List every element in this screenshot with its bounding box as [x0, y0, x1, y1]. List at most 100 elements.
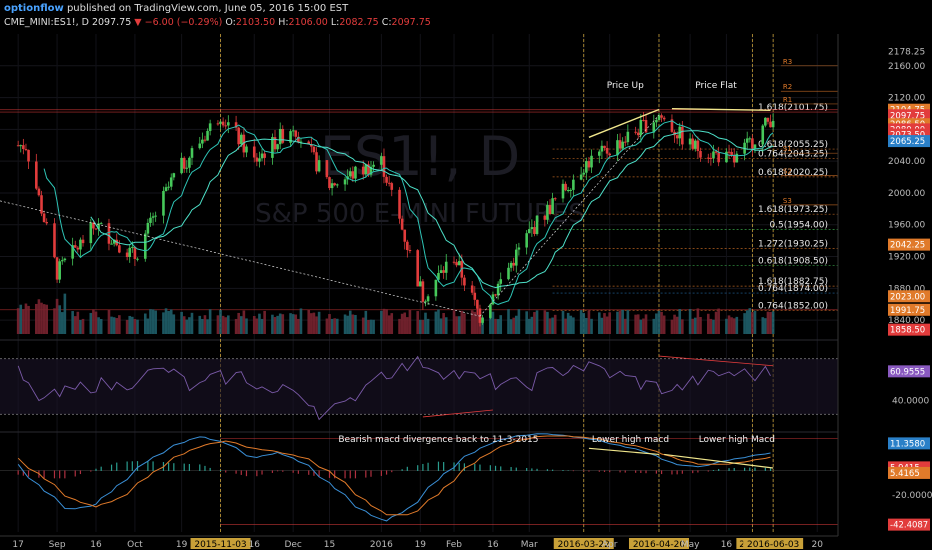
- macd-hist-154: [572, 470, 574, 472]
- candle-body-60: [234, 122, 238, 128]
- volume-bar-142: [530, 316, 534, 334]
- rsi-current: 60.9555: [890, 367, 925, 377]
- candle-body-113: [424, 301, 427, 303]
- volume-bar-31: [128, 315, 132, 334]
- candle-body-140: [525, 233, 528, 248]
- volume-bar-43: [169, 309, 173, 334]
- macd-hist-84: [318, 470, 320, 477]
- macd-hist-176: [655, 470, 657, 474]
- volume-bar-81: [310, 313, 313, 334]
- volume-bar-88: [333, 318, 336, 334]
- volume-bar-133: [496, 319, 500, 334]
- candle-body-94: [354, 166, 357, 179]
- volume-bar-208: [769, 311, 772, 334]
- volume-bar-195: [725, 318, 728, 334]
- macd-hist-48: [188, 464, 190, 471]
- fib-label-7: 0.618(1908.50): [758, 257, 828, 267]
- candle-body-161: [600, 145, 604, 152]
- macd-hist-112: [422, 463, 424, 471]
- time-tick-3: Oct: [127, 540, 143, 550]
- candle-body-135: [507, 267, 510, 280]
- volume-bar-108: [406, 317, 409, 334]
- candle-body-192: [712, 151, 715, 159]
- close-label: C:: [381, 17, 392, 28]
- volume-bar-20: [89, 312, 93, 334]
- candle-body-144: [535, 215, 539, 234]
- candle-body-145: [543, 215, 547, 220]
- volume-bar-91: [346, 315, 349, 334]
- macd-hist-130: [489, 465, 491, 471]
- open-value: 2103.50: [235, 17, 276, 28]
- volume-bar-117: [439, 318, 443, 334]
- candle-body-138: [514, 249, 518, 266]
- candle-body-175: [652, 122, 656, 133]
- volume-bar-143: [533, 312, 536, 334]
- volume-bar-62: [239, 316, 243, 334]
- volume-bar-77: [294, 314, 298, 334]
- volume-bar-18: [79, 319, 82, 334]
- time-tick-15: Apr: [602, 540, 618, 550]
- author-link[interactable]: optionflow: [4, 3, 64, 14]
- volume-bar-166: [618, 310, 622, 334]
- volume-bar-42: [167, 310, 170, 334]
- macd-hist-204: [754, 467, 756, 471]
- volume-bar-56: [219, 309, 222, 334]
- candle-body-56: [219, 121, 222, 124]
- volume-bar-66: [255, 318, 259, 334]
- macd-hist-92: [349, 470, 351, 479]
- candle-body-52: [203, 139, 207, 141]
- macd-hist-36: [147, 460, 149, 471]
- candle-body-98: [369, 166, 373, 175]
- candle-body-79: [299, 141, 303, 143]
- volume-bar-196: [727, 315, 731, 334]
- macd-hist-162: [603, 470, 606, 472]
- volume-bar-109: [408, 309, 412, 334]
- volume-bar-22: [94, 311, 98, 334]
- macd-hist-38: [152, 461, 154, 471]
- macd-hist-14: [64, 470, 66, 479]
- volume-bar-145: [543, 310, 547, 334]
- fib-label-3: 0.618(2020.25): [758, 168, 828, 178]
- low-value: 2082.75: [339, 17, 379, 28]
- volume-bar-123: [460, 310, 464, 334]
- macd-hist-144: [536, 468, 538, 471]
- volume-bar-70: [271, 314, 274, 334]
- volume-bar-116: [437, 309, 440, 334]
- candle-body-88: [333, 183, 336, 186]
- volume-bar-16: [73, 316, 77, 334]
- macd-hist-42: [168, 462, 170, 471]
- candle-body-107: [403, 229, 407, 242]
- candle-body-19: [81, 239, 85, 244]
- symbol-label[interactable]: CME_MINI:ES1!, D: [4, 17, 89, 28]
- volume-bar-199: [735, 316, 739, 334]
- volume-bar-169: [626, 310, 630, 334]
- candle-body-45: [180, 157, 183, 174]
- volume-bar-153: [569, 315, 573, 334]
- volume-bar-21: [92, 309, 95, 334]
- time-tick-14: 2016-03-22: [558, 540, 610, 550]
- volume-bar-165: [616, 311, 619, 334]
- fib-label-8: 1.618(1882.75): [758, 277, 828, 287]
- volume-bar-189: [699, 317, 702, 334]
- time-tick-6: 16: [249, 540, 261, 550]
- volume-bar-171: [636, 314, 640, 334]
- macd-tick-2: -20.0000: [892, 491, 932, 501]
- macd-hist-54: [209, 467, 211, 471]
- fib-label-5: 0.5(1954.00): [769, 221, 828, 231]
- candle-body-147: [548, 204, 552, 215]
- volume-bar-204: [753, 310, 757, 334]
- price-tick-5: 1960.00: [888, 221, 925, 231]
- candle-body-109: [408, 250, 412, 252]
- time-tick-10: 19: [415, 540, 427, 550]
- volume-bar-161: [600, 317, 604, 334]
- candle-body-177: [657, 115, 661, 121]
- macd-hist-30: [126, 461, 128, 471]
- candle-body-44: [172, 173, 176, 178]
- candle-body-129: [481, 317, 484, 323]
- macd-hist-158: [588, 470, 590, 472]
- volume-bar-162: [603, 313, 606, 334]
- volume-bar-30: [125, 319, 129, 334]
- macd-hist-202: [749, 467, 751, 471]
- candle-body-126: [473, 292, 477, 300]
